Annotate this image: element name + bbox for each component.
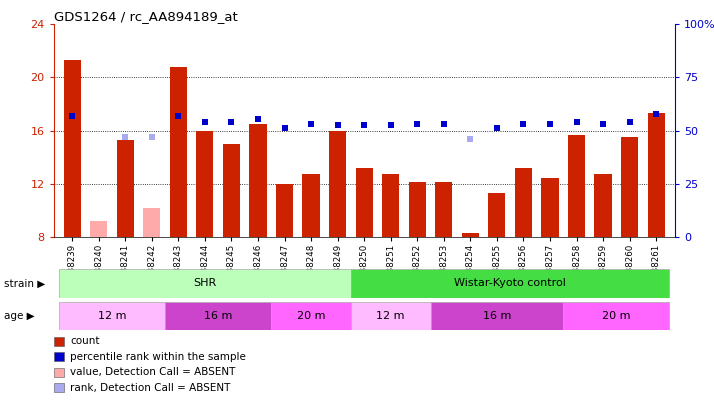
Bar: [271, 302, 351, 330]
Text: rank, Detection Call = ABSENT: rank, Detection Call = ABSENT: [70, 382, 231, 392]
Point: [332, 122, 343, 128]
Point: [226, 119, 237, 126]
Point: [199, 119, 211, 126]
Bar: [356, 168, 373, 237]
Text: strain ▶: strain ▶: [4, 279, 45, 288]
Text: 16 m: 16 m: [204, 311, 232, 321]
Point: [306, 121, 317, 128]
Bar: [143, 208, 161, 237]
Bar: [563, 302, 670, 330]
Bar: [59, 302, 165, 330]
Point: [624, 119, 635, 126]
Bar: [408, 182, 426, 237]
Text: Wistar-Kyoto control: Wistar-Kyoto control: [454, 279, 566, 288]
Bar: [431, 302, 563, 330]
Point: [438, 121, 450, 128]
Point: [278, 125, 290, 132]
Text: SHR: SHR: [193, 279, 216, 288]
Bar: [621, 137, 638, 237]
Bar: [351, 269, 670, 298]
Point: [650, 110, 662, 117]
Bar: [382, 175, 399, 237]
Point: [570, 119, 582, 126]
Point: [173, 113, 184, 119]
Point: [544, 121, 555, 128]
Bar: [170, 67, 187, 237]
Text: 20 m: 20 m: [297, 311, 326, 321]
Point: [465, 136, 476, 143]
Bar: [488, 193, 506, 237]
Text: value, Detection Call = ABSENT: value, Detection Call = ABSENT: [70, 367, 236, 377]
Point: [252, 116, 263, 122]
Point: [119, 134, 131, 140]
Bar: [303, 175, 320, 237]
Text: percentile rank within the sample: percentile rank within the sample: [70, 352, 246, 362]
Bar: [568, 134, 585, 237]
Bar: [90, 221, 107, 237]
Bar: [64, 60, 81, 237]
Bar: [435, 182, 453, 237]
Text: 12 m: 12 m: [376, 311, 405, 321]
Bar: [276, 184, 293, 237]
Bar: [648, 113, 665, 237]
Bar: [165, 302, 271, 330]
Bar: [515, 168, 532, 237]
Bar: [462, 233, 479, 237]
Bar: [595, 175, 612, 237]
Bar: [223, 144, 240, 237]
Point: [411, 121, 423, 128]
Text: GDS1264 / rc_AA894189_at: GDS1264 / rc_AA894189_at: [54, 10, 237, 23]
Text: count: count: [70, 336, 99, 346]
Bar: [329, 130, 346, 237]
Point: [358, 122, 370, 128]
Point: [385, 122, 396, 128]
Point: [518, 121, 529, 128]
Point: [66, 113, 78, 119]
Bar: [541, 179, 558, 237]
Bar: [249, 124, 266, 237]
Bar: [196, 130, 213, 237]
Point: [598, 121, 609, 128]
Bar: [116, 140, 134, 237]
Text: 20 m: 20 m: [602, 311, 630, 321]
Point: [146, 134, 158, 140]
Bar: [351, 302, 431, 330]
Text: 12 m: 12 m: [98, 311, 126, 321]
Text: 16 m: 16 m: [483, 311, 511, 321]
Point: [491, 125, 503, 132]
Text: age ▶: age ▶: [4, 311, 34, 321]
Bar: [59, 269, 351, 298]
